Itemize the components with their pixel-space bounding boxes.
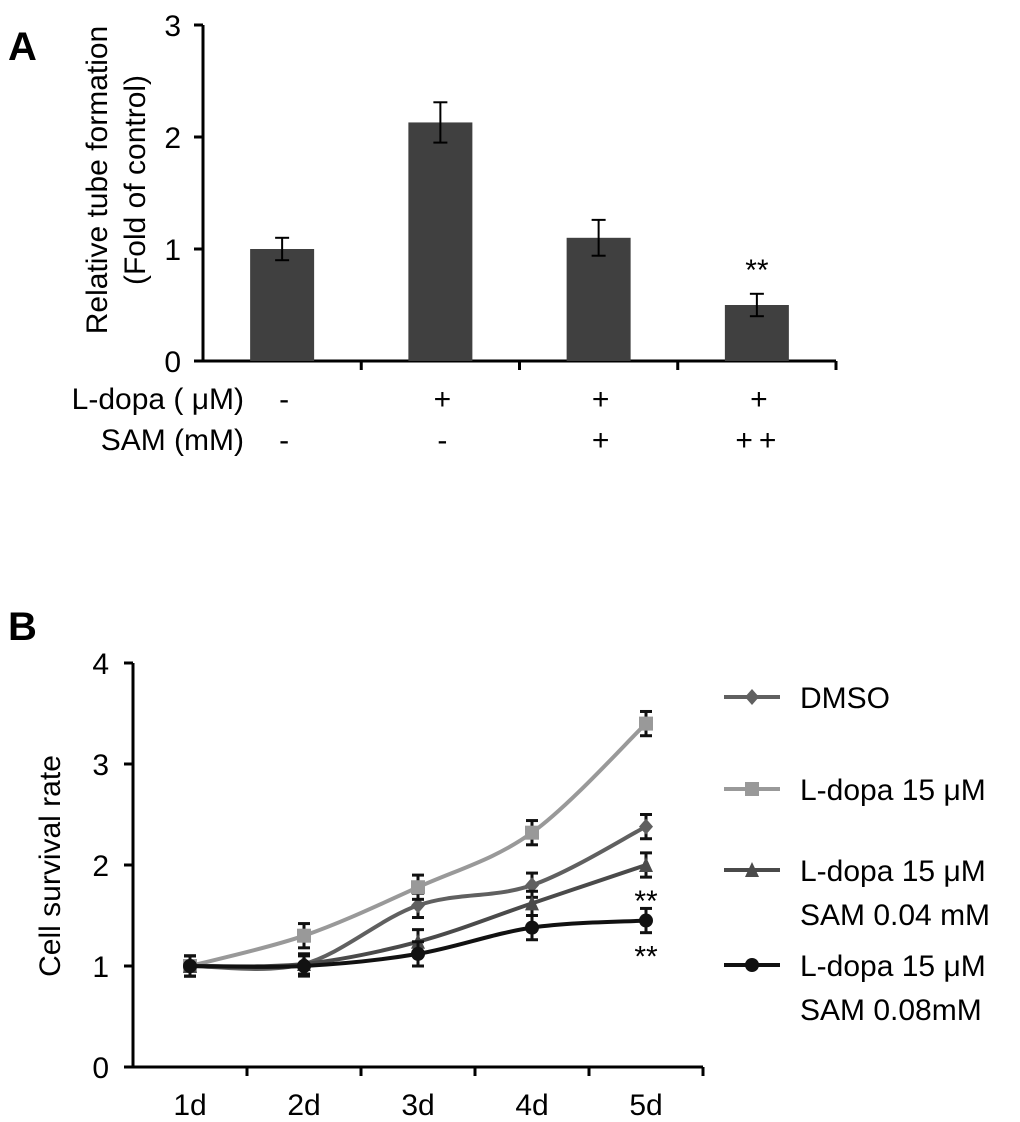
series-point — [639, 818, 653, 835]
series-point — [639, 716, 653, 731]
chart-a-ytick-label: 0 — [164, 346, 181, 379]
chart-b-xtick-label: 4d — [515, 1089, 548, 1122]
legend-label: SAM 0.04 mM — [800, 899, 990, 932]
legend-label: L-dopa 15 μM — [800, 855, 986, 888]
series-3 — [183, 906, 653, 978]
legend-item: L-dopa 15 μM SAM 0.04 mM — [724, 855, 990, 932]
significance-annotation: ** — [634, 885, 658, 918]
condition-row-label: SAM (mM) — [101, 424, 244, 457]
legend-swatch-marker — [745, 958, 759, 972]
condition-mark: + — [592, 424, 610, 457]
legend-item: DMSO — [724, 682, 890, 715]
legend-label: DMSO — [800, 682, 890, 715]
series-point — [297, 928, 311, 943]
chart-a-ytick-label: 1 — [164, 234, 181, 267]
chart-b-ytick-label: 1 — [92, 951, 109, 984]
chart-a-significance: ** — [745, 254, 769, 287]
condition-mark: - — [279, 424, 289, 457]
chart-b-xtick-label: 2d — [287, 1089, 320, 1122]
condition-mark: ++ — [735, 424, 782, 457]
chart-a-bar — [408, 122, 473, 361]
condition-mark: + — [592, 383, 610, 416]
legend-item: L-dopa 15 μM — [724, 774, 986, 807]
significance-annotation: ** — [634, 941, 658, 974]
series-point — [297, 959, 311, 973]
chart-b-ytick-label: 4 — [92, 648, 109, 681]
chart-b-ytick-label: 2 — [92, 850, 109, 883]
chart-a-bar — [566, 237, 631, 361]
series-point — [183, 959, 197, 973]
series-point — [525, 877, 539, 894]
condition-row-label: L-dopa ( μM) — [72, 383, 244, 416]
series-point — [411, 946, 425, 961]
panel-a-label: A — [8, 25, 37, 69]
chart-a-ylabel-line2: (Fold of control) — [119, 75, 152, 285]
chart-b-xtick-label: 3d — [401, 1089, 434, 1122]
condition-mark: + — [434, 383, 452, 416]
series-point — [411, 897, 425, 914]
series-point — [639, 857, 653, 872]
legend-label: L-dopa 15 μM — [800, 950, 986, 983]
chart-b-xtick-label: 1d — [173, 1089, 206, 1122]
series-point — [639, 913, 653, 928]
chart-b-ytick-label: 3 — [92, 749, 109, 782]
chart-a-ylabel-line1: Relative tube formation — [81, 26, 114, 335]
tube-formation-bar-chart: Relative tube formation (Fold of control… — [72, 10, 838, 457]
legend-label: SAM 0.08mM — [800, 994, 982, 1027]
legend-item: L-dopa 15 μM SAM 0.08mM — [724, 950, 986, 1027]
condition-mark: + — [750, 383, 768, 416]
chart-a-ytick-label: 3 — [164, 10, 181, 43]
chart-b-xtick-label: 5d — [629, 1089, 662, 1122]
series-1 — [183, 709, 653, 978]
legend-swatch-marker — [745, 862, 759, 877]
condition-mark: - — [437, 424, 447, 457]
chart-a-ytick-label: 2 — [164, 122, 181, 155]
series-point — [525, 895, 539, 911]
chart-b-ylabel: Cell survival rate — [34, 755, 67, 977]
panel-b-label: B — [8, 605, 37, 649]
condition-mark: - — [279, 383, 289, 416]
legend-swatch-marker — [745, 689, 759, 705]
legend-swatch-marker — [745, 782, 759, 796]
chart-b-ytick-label: 0 — [92, 1052, 109, 1085]
series-point — [525, 825, 539, 840]
series-point — [525, 920, 539, 935]
legend-label: L-dopa 15 μM — [800, 774, 986, 807]
series-point — [411, 880, 425, 895]
chart-a-bar — [250, 249, 315, 361]
